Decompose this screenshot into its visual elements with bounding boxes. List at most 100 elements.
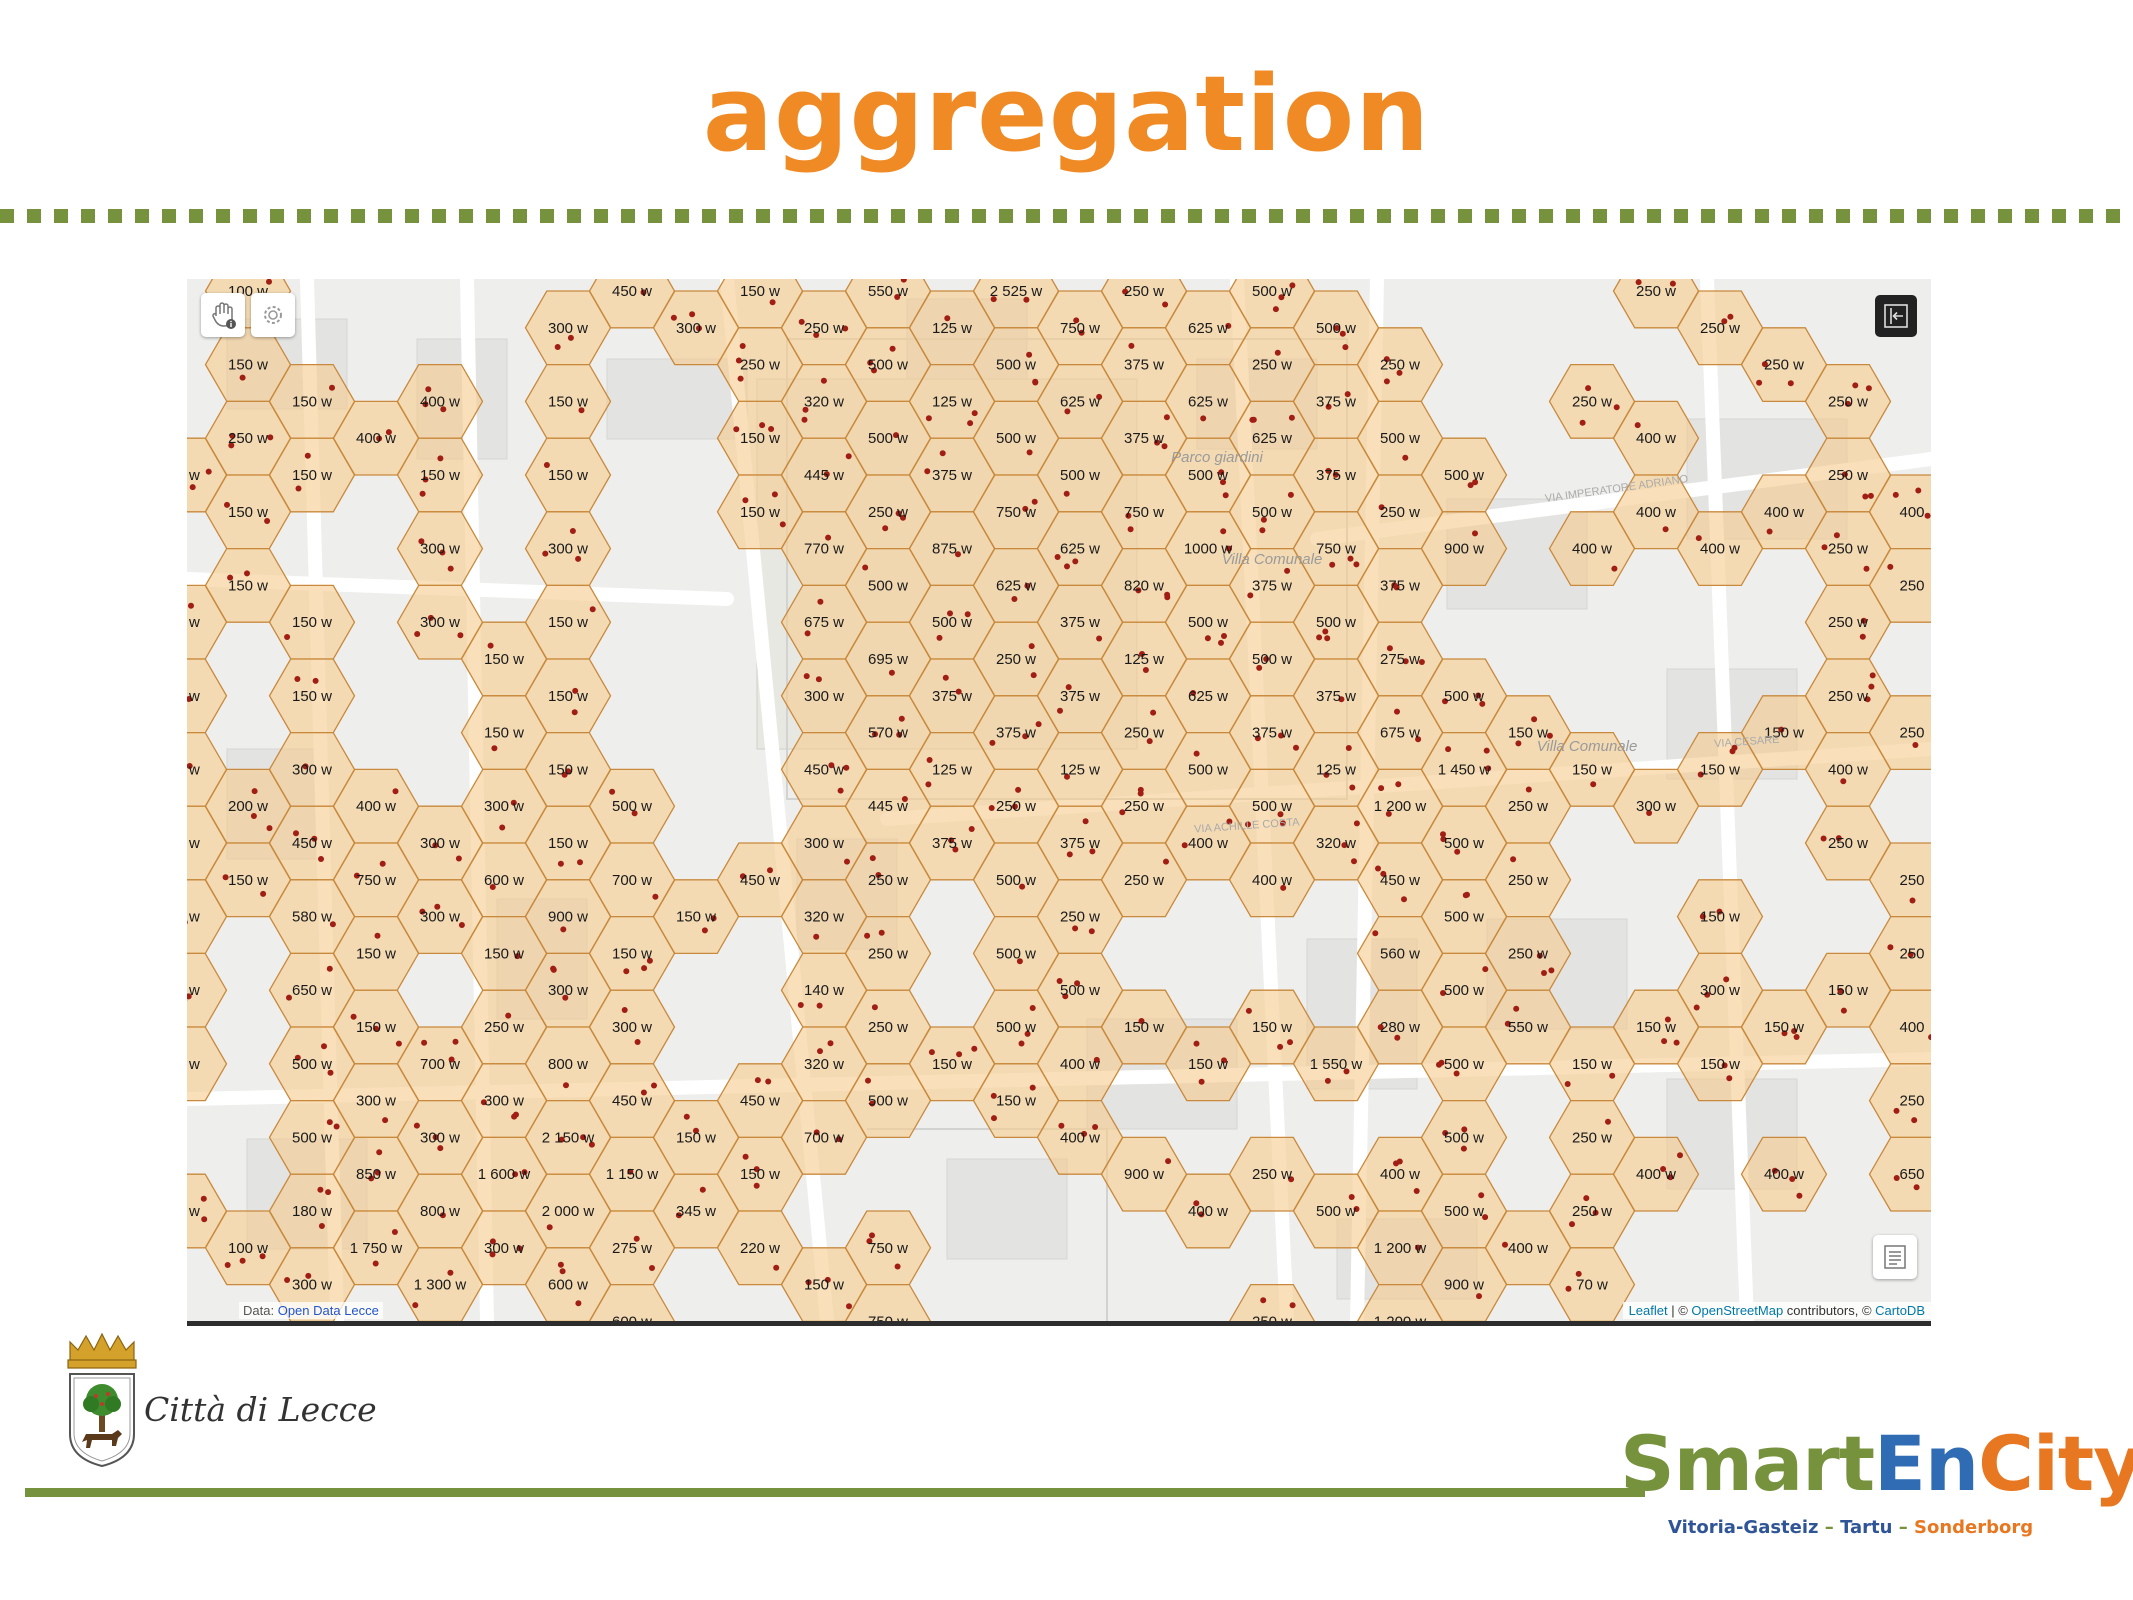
cartodb-link[interactable]: CartoDB (1875, 1303, 1925, 1318)
hexbin-cell[interactable] (588, 1283, 676, 1321)
hexbin-label: 750 w (996, 504, 1036, 521)
collapse-panel-button[interactable] (1875, 295, 1917, 337)
hexbin-label: 345 w (676, 1203, 716, 1220)
light-point-marker (825, 534, 832, 541)
light-point-marker (1479, 700, 1486, 707)
light-point-marker (419, 908, 426, 915)
hexbin-cell[interactable] (1164, 1026, 1252, 1102)
hexbin-label: 500 w (932, 614, 972, 631)
hexbin-label: 150 w (292, 688, 332, 705)
hexbin-label: 250 (1899, 577, 1924, 594)
light-point-marker (1583, 1195, 1590, 1202)
light-point-marker (499, 824, 506, 831)
light-point-marker (432, 842, 439, 849)
light-point-marker (1029, 1084, 1036, 1091)
light-point-marker (1343, 1068, 1350, 1075)
hexbin-label: 400 w (1252, 872, 1292, 889)
light-point-marker (1401, 896, 1407, 903)
hexbin-label: 450 w (612, 1093, 652, 1110)
hexbin-label: 250 w (1572, 393, 1612, 410)
hexbin-label: 500 w (996, 430, 1036, 447)
map-view[interactable]: 100 w 450 w 150 w 550 w 2 525 w 250 w 500 w 250… (187, 279, 1931, 1321)
light-point-marker (1348, 1194, 1355, 1200)
light-point-marker (589, 606, 596, 613)
hexbin-label: 375 w (1060, 614, 1100, 631)
hexbin-label: 150 w (676, 909, 716, 926)
light-point-marker (1395, 781, 1402, 788)
light-point-marker (392, 788, 399, 795)
hexbin-cell[interactable] (1548, 1247, 1636, 1321)
hexbin-cell[interactable] (1676, 1026, 1764, 1102)
hexbin-label: 150 w (548, 688, 588, 705)
light-point-marker (244, 570, 250, 577)
light-point-marker (1660, 1166, 1667, 1172)
light-point-marker (422, 476, 429, 483)
hexbin-cell[interactable] (1164, 1173, 1252, 1249)
hexbin-cell[interactable] (1612, 768, 1700, 844)
light-point-marker (1078, 329, 1085, 336)
leaflet-link[interactable]: Leaflet (1628, 1303, 1668, 1318)
osm-link[interactable]: OpenStreetMap (1691, 1303, 1784, 1318)
hexbin-label: 500 w (292, 1129, 332, 1146)
hexbin-cell[interactable] (780, 1247, 868, 1321)
hexbin-label: 180 w (292, 1203, 332, 1220)
open-data-lecce-link[interactable]: Open Data Lecce (277, 1303, 379, 1318)
light-point-marker (991, 1115, 997, 1122)
hexbin-label: 300 w (356, 1093, 396, 1110)
hexbin-label: 500 w (1252, 798, 1292, 815)
hexbin-label: 500 w (996, 945, 1036, 962)
settings-button[interactable] (251, 293, 295, 337)
light-point-marker (294, 1054, 301, 1061)
light-point-marker (201, 1216, 208, 1223)
light-point-marker (1065, 684, 1072, 691)
partner-sep-1: – (1818, 1517, 1841, 1538)
hexbin-cell[interactable] (1868, 989, 1932, 1065)
light-point-marker (739, 873, 746, 880)
hexbin-cell[interactable] (1868, 842, 1932, 918)
hexbin-label: 250 w (1508, 798, 1548, 815)
hexbin-label: 300 w (612, 1019, 652, 1036)
hexbin-label: 500 w (612, 798, 652, 815)
light-point-marker (1161, 443, 1168, 450)
hexbin-label: 250 w (1252, 1166, 1292, 1183)
hexbin-label: 625 w (1188, 320, 1228, 337)
light-point-marker (412, 1302, 419, 1309)
hexbin-label: 300 w (804, 688, 844, 705)
collapse-left-icon (1884, 304, 1908, 328)
hexbin-cell[interactable] (396, 1247, 484, 1321)
hexbin-cell[interactable] (524, 1247, 612, 1321)
hexbin-label: 375 w (1252, 725, 1292, 742)
light-point-marker (558, 1136, 565, 1143)
light-point-marker (205, 468, 212, 475)
hexbin-cell[interactable] (1356, 1283, 1444, 1321)
light-point-marker (1378, 785, 1385, 792)
hexbin-cell[interactable] (1740, 1136, 1828, 1212)
legend-button[interactable] (1873, 1235, 1917, 1279)
light-point-marker (480, 1099, 487, 1106)
light-point-marker (1761, 361, 1768, 368)
hexbin-cell[interactable] (1676, 511, 1764, 587)
light-point-marker (1353, 1206, 1360, 1212)
light-point-marker (1677, 1152, 1683, 1159)
hexbin-label: 150 w (740, 430, 780, 447)
hexbin-cell[interactable] (1292, 1026, 1380, 1102)
hexbin-cell[interactable] (187, 1026, 228, 1102)
light-point-marker (710, 915, 717, 922)
hexbin-label: 400 w (1572, 541, 1612, 558)
light-point-marker (1475, 692, 1482, 699)
light-point-marker (1787, 380, 1794, 387)
light-point-marker (1913, 1184, 1920, 1191)
light-point-marker (845, 453, 852, 460)
hexbin-cell[interactable] (844, 1283, 932, 1321)
hexbin-cell[interactable] (1868, 1136, 1932, 1212)
light-point-marker (1460, 1145, 1467, 1152)
light-point-marker (224, 1262, 231, 1268)
hexbin-cell[interactable] (1228, 1283, 1316, 1321)
hexbin-label: 900 w (548, 909, 588, 926)
light-point-marker (374, 932, 381, 939)
hexbin-label: 1 600 w (478, 1166, 531, 1183)
light-point-marker (609, 788, 616, 795)
pan-info-button[interactable] (201, 293, 245, 337)
legend-list-icon (1884, 1245, 1906, 1269)
hexbin-cell[interactable] (1228, 842, 1316, 918)
